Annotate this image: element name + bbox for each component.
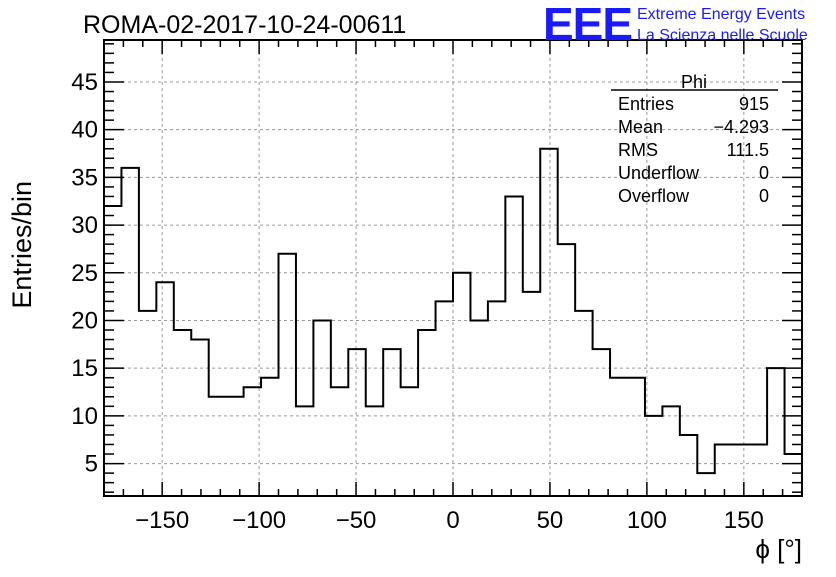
stats-rows: Entries 915 Mean −4.293 RMS 111.5 Underflow 0 Ov… [618, 94, 769, 206]
stats-box: Phi Entries 915 Mean −4.293 RMS 111.5 Underflo… [611, 72, 778, 206]
stats-row-value: −4.293 [713, 117, 769, 137]
stats-row-value: 915 [739, 94, 769, 114]
y-tick-label: 25 [71, 260, 98, 287]
x-tick-label: −50 [336, 507, 377, 534]
y-tick-label: 5 [85, 451, 98, 478]
axis-ticks [104, 40, 802, 496]
y-tick-label: 30 [71, 212, 98, 239]
x-tick-label: 50 [537, 507, 564, 534]
y-tick-label: 40 [71, 117, 98, 144]
eee-logo-line2: La Scienza nelle Scuole [637, 27, 808, 44]
chart-title: ROMA-02-2017-10-24-00611 [83, 11, 406, 39]
stats-row-value: 0 [759, 186, 769, 206]
x-tick-labels: −150 −100 −50 0 50 100 150 [135, 507, 764, 534]
y-tick-label: 10 [71, 403, 98, 430]
y-axis-label: Entries/bin [7, 181, 37, 309]
y-tick-label: 45 [71, 69, 98, 96]
x-tick-label: −100 [232, 507, 286, 534]
eee-logo-line1: Extreme Energy Events [637, 6, 805, 23]
grid-lines [104, 40, 802, 496]
y-tick-label: 15 [71, 355, 98, 382]
x-axis-label: ϕ [°] [755, 534, 802, 564]
stats-box-title: Phi [681, 72, 707, 92]
stats-row-label: RMS [618, 140, 658, 160]
eee-logo: EEE Extreme Energy Events La Scienza nel… [543, 0, 808, 50]
stats-row-value: 0 [759, 163, 769, 183]
histogram-outline [104, 147, 802, 475]
x-tick-label: 150 [724, 507, 764, 534]
y-tick-labels: 5 10 15 20 25 30 35 40 45 [71, 69, 98, 478]
stats-row-label: Underflow [618, 163, 700, 183]
eee-logo-mark: EEE [543, 0, 632, 50]
stats-row-label: Mean [618, 117, 663, 137]
stats-row-label: Overflow [618, 186, 690, 206]
stats-row-label: Entries [618, 94, 674, 114]
x-tick-label: 0 [446, 507, 459, 534]
x-tick-label: −150 [135, 507, 189, 534]
y-tick-label: 20 [71, 307, 98, 334]
stats-row-value: 111.5 [727, 140, 769, 160]
y-tick-label: 35 [71, 164, 98, 191]
x-tick-label: 100 [627, 507, 667, 534]
